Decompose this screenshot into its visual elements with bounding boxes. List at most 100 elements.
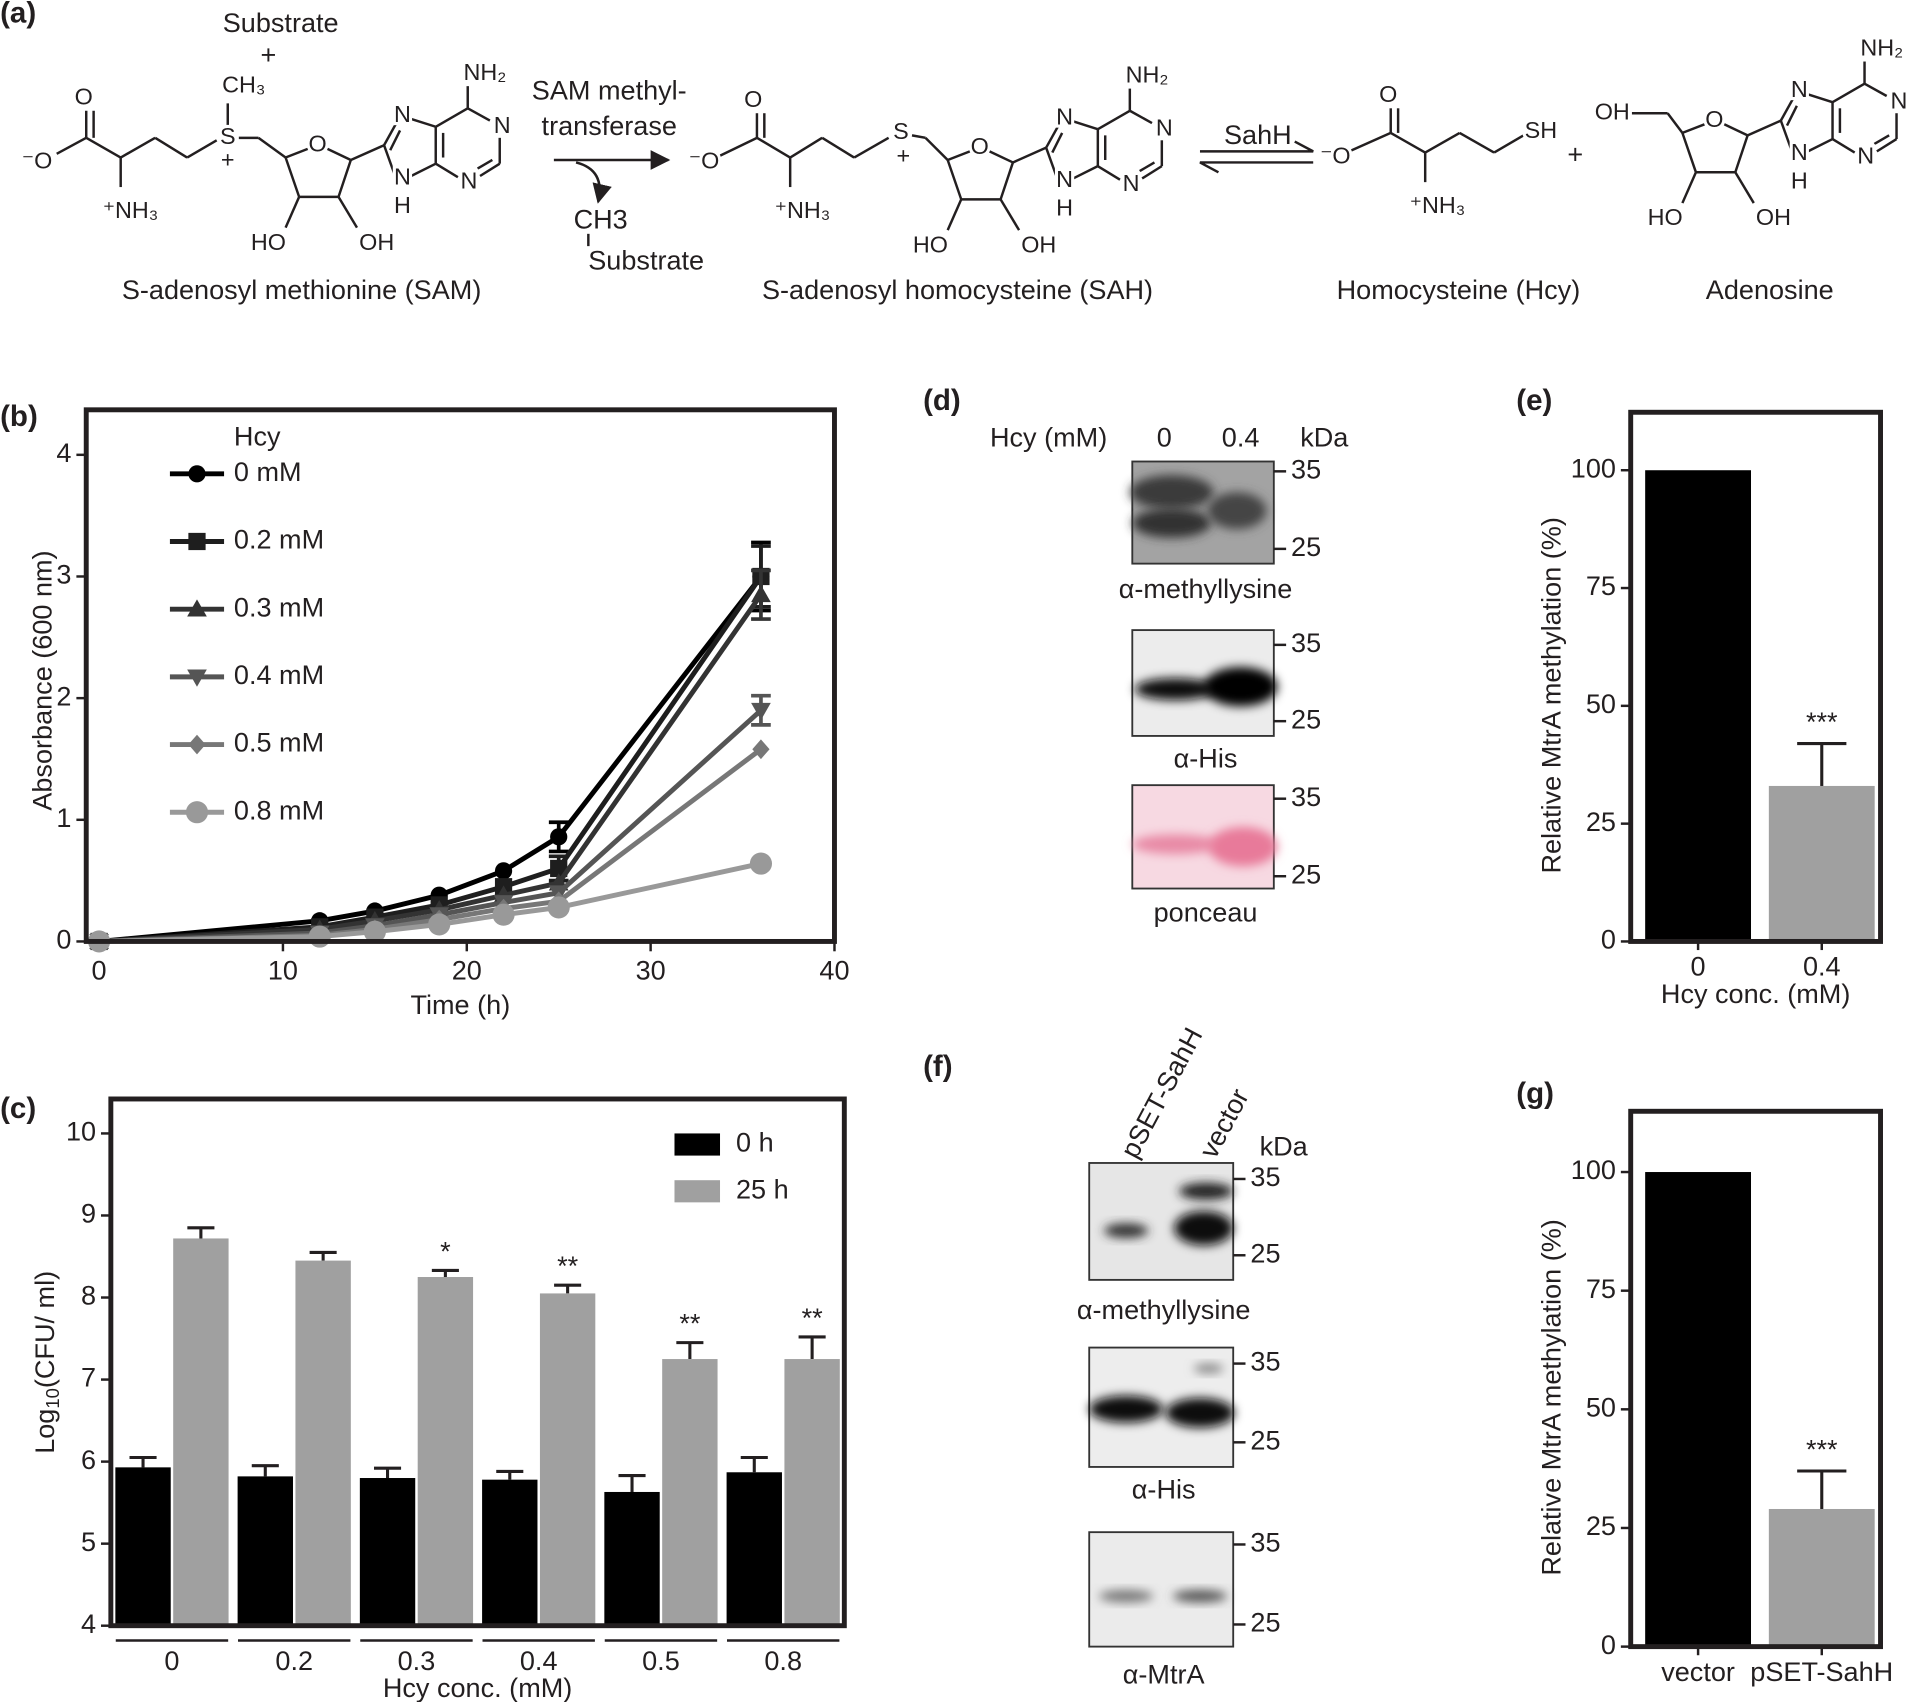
y-axis-label: Relative MtrA methylation (%) xyxy=(1535,1219,1566,1575)
molecule-name: Homocysteine (Hcy) xyxy=(1337,274,1581,305)
bar xyxy=(417,1277,474,1626)
atom: HO xyxy=(251,229,286,255)
y-tick-label: 0 xyxy=(1601,1629,1616,1660)
bar xyxy=(604,1491,660,1626)
plot-frame xyxy=(1628,409,1883,944)
bond xyxy=(1390,131,1426,154)
bond xyxy=(1129,109,1153,125)
x-tick-label: 0.5 xyxy=(642,1645,680,1676)
bond xyxy=(1070,119,1099,131)
y-tick-label: 6 xyxy=(81,1444,96,1475)
atom: ⁺NH₃ xyxy=(775,197,831,223)
x-tick-label: 0 xyxy=(1691,951,1706,982)
y-tick-label: 7 xyxy=(81,1362,96,1393)
bar xyxy=(295,1260,351,1626)
panel-label: (d) xyxy=(923,384,961,417)
antibody-label: α-His xyxy=(1174,743,1238,774)
atom: ⁻O xyxy=(1320,143,1351,169)
y-tick-label: 0 xyxy=(1601,924,1616,955)
atom: O xyxy=(309,130,327,156)
marker xyxy=(550,828,568,846)
error-bar xyxy=(740,1455,768,1473)
atom: O xyxy=(1379,81,1397,107)
y-tick-label: 50 xyxy=(1586,688,1616,719)
bar xyxy=(115,1467,171,1626)
atom: O xyxy=(75,84,93,110)
bar xyxy=(662,1359,718,1626)
marker xyxy=(749,852,773,875)
error-bar xyxy=(431,1268,459,1278)
bond xyxy=(435,162,459,179)
error-bar xyxy=(1797,742,1847,786)
significance: *** xyxy=(1806,706,1838,737)
bond xyxy=(924,136,949,161)
legend-swatch xyxy=(674,1133,721,1156)
reaction-scheme: Substrate + SAM methyl- transferase CH3 … xyxy=(19,7,1911,305)
bar xyxy=(359,1478,416,1626)
y-tick-label: 2 xyxy=(56,680,71,711)
significance: ** xyxy=(679,1308,701,1339)
blot-band xyxy=(1103,1223,1149,1239)
bond xyxy=(410,162,437,178)
bond xyxy=(756,136,791,159)
marker-label: 35 xyxy=(1291,781,1321,812)
x-tick-label: 30 xyxy=(636,954,666,985)
marker-label: 35 xyxy=(1250,1161,1280,1192)
y-tick-label: 8 xyxy=(81,1280,96,1311)
bond xyxy=(1747,119,1782,137)
x-tick-label: 40 xyxy=(819,954,849,985)
unit: kDa xyxy=(1260,1130,1309,1161)
y-tick-label: 25 xyxy=(1586,806,1616,837)
x-tick-label: 0.4 xyxy=(1803,951,1841,982)
legend-label: 0.8 mM xyxy=(234,794,324,825)
y-tick-label: 100 xyxy=(1571,452,1616,483)
blot-band xyxy=(1203,667,1278,707)
bond xyxy=(120,136,156,159)
bond xyxy=(1097,165,1121,181)
significance: *** xyxy=(1806,1433,1838,1464)
marker-label: 25 xyxy=(1291,858,1321,889)
x-tick-label: 0.8 xyxy=(764,1645,802,1676)
x-axis-label: Time (h) xyxy=(410,989,510,1020)
bar xyxy=(1768,785,1875,942)
atom: CH₃ xyxy=(222,71,265,97)
atom: SH xyxy=(1525,117,1557,143)
bond xyxy=(789,136,823,159)
lane-label: 0 xyxy=(1157,422,1172,453)
antibody-label: α-MtrA xyxy=(1123,1658,1205,1689)
arrow xyxy=(575,161,612,204)
bond xyxy=(326,147,352,162)
antibody-label: α-methyllysine xyxy=(1077,1294,1251,1325)
bond xyxy=(1459,131,1495,154)
x-tick-label: 0.2 xyxy=(275,1645,313,1676)
atom: ⁺NH₃ xyxy=(103,197,159,223)
blot-band xyxy=(1193,1363,1224,1374)
marker xyxy=(751,584,771,603)
y-tick-label: 0 xyxy=(56,924,71,955)
bond xyxy=(1072,165,1099,180)
legend-marker xyxy=(187,599,207,617)
atom: N xyxy=(1891,87,1908,113)
bond xyxy=(1493,134,1525,154)
marker-label: 35 xyxy=(1291,627,1321,658)
bond xyxy=(1345,131,1392,154)
error-bar xyxy=(374,1466,402,1479)
bond xyxy=(285,147,309,159)
arrow xyxy=(1199,161,1314,174)
y-tick-label: 50 xyxy=(1586,1391,1616,1422)
atom: N xyxy=(394,101,411,127)
enzyme: SAM methyl- xyxy=(532,74,687,105)
atom: N xyxy=(1156,114,1173,140)
marker-label: 25 xyxy=(1291,703,1321,734)
antibody-label: ponceau xyxy=(1154,897,1258,928)
bond xyxy=(1045,124,1060,149)
bond xyxy=(1873,134,1890,146)
atom: S xyxy=(893,118,909,144)
atom: ⁻O xyxy=(689,148,720,174)
bond xyxy=(1785,105,1798,127)
y-tick-label: 10 xyxy=(66,1116,96,1147)
bond xyxy=(389,129,402,151)
blot-band xyxy=(1089,1395,1164,1423)
blot-membrane xyxy=(1088,1531,1235,1648)
bond xyxy=(1831,82,1866,104)
